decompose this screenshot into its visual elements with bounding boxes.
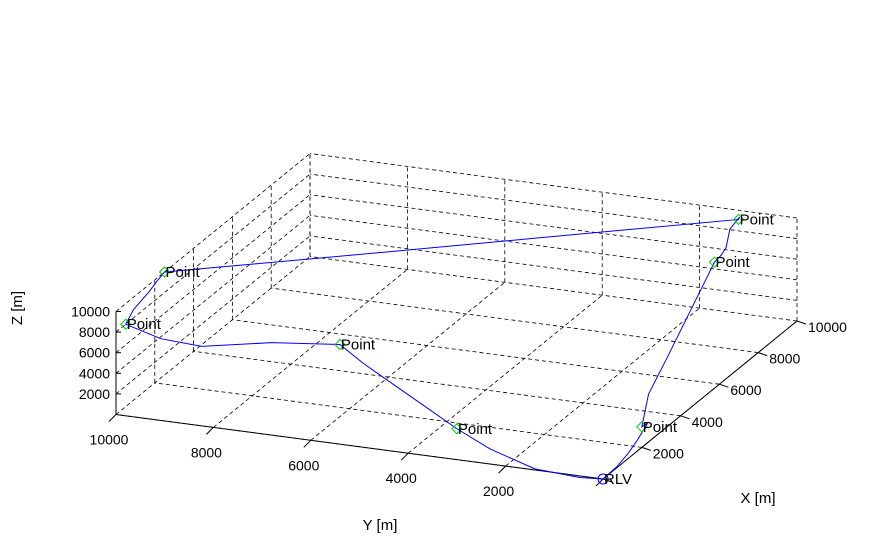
x-tick-mark: [681, 416, 690, 419]
x-tick-mark: [719, 384, 728, 387]
y-tick-mark: [109, 415, 116, 422]
waypoint-label: Point: [715, 254, 750, 271]
grid-line: [116, 215, 310, 373]
grid-line: [116, 154, 310, 312]
y-tick-mark: [304, 440, 311, 447]
y-tick-label: 4000: [386, 470, 417, 486]
x-tick-mark: [758, 353, 767, 356]
waypoint-label: Point: [127, 316, 162, 333]
y-tick-mark: [499, 466, 506, 473]
x-tick-label: 4000: [692, 414, 723, 430]
z-tick-label: 6000: [79, 345, 110, 361]
y-tick-label: 2000: [483, 483, 514, 499]
x-tick-mark: [797, 321, 806, 324]
grid-line: [116, 257, 310, 415]
y-tick-mark: [401, 453, 408, 460]
y-axis-label: Y [m]: [363, 517, 398, 534]
y-tick-label: 8000: [191, 444, 222, 460]
grid: [116, 154, 797, 480]
z-tick-label: 10000: [71, 304, 110, 320]
z-tick-label: 4000: [79, 365, 110, 381]
z-tick-label: 2000: [79, 386, 110, 402]
x-tick-mark: [642, 447, 651, 450]
y-tick-mark: [206, 427, 213, 434]
grid-line: [194, 351, 681, 416]
grid-line: [310, 195, 797, 260]
waypoint-label: Point: [166, 264, 201, 281]
grid-line: [116, 174, 310, 332]
y-tick-label: 6000: [288, 457, 319, 473]
waypoint-label: Point: [643, 419, 678, 436]
x-tick-label: 2000: [653, 445, 684, 461]
waypoint-label: Point: [458, 421, 493, 438]
x-tick-label: 10000: [808, 319, 847, 335]
waypoint-label: Point: [740, 211, 775, 228]
z-tick-label: 8000: [79, 324, 110, 340]
z-axis-label: Z [m]: [9, 291, 26, 325]
grid-line: [155, 383, 642, 448]
waypoint-label: Point: [341, 337, 376, 354]
grid-line: [116, 236, 310, 394]
x-tick-label: 6000: [730, 382, 761, 398]
y-tick-label: 10000: [90, 432, 129, 448]
x-axis-label: X [m]: [740, 490, 775, 507]
grid-line: [310, 174, 797, 239]
grid-line: [310, 154, 797, 219]
trajectory-line: [126, 217, 740, 479]
start-label: RLV: [604, 471, 632, 488]
x-tick-label: 8000: [769, 351, 800, 367]
